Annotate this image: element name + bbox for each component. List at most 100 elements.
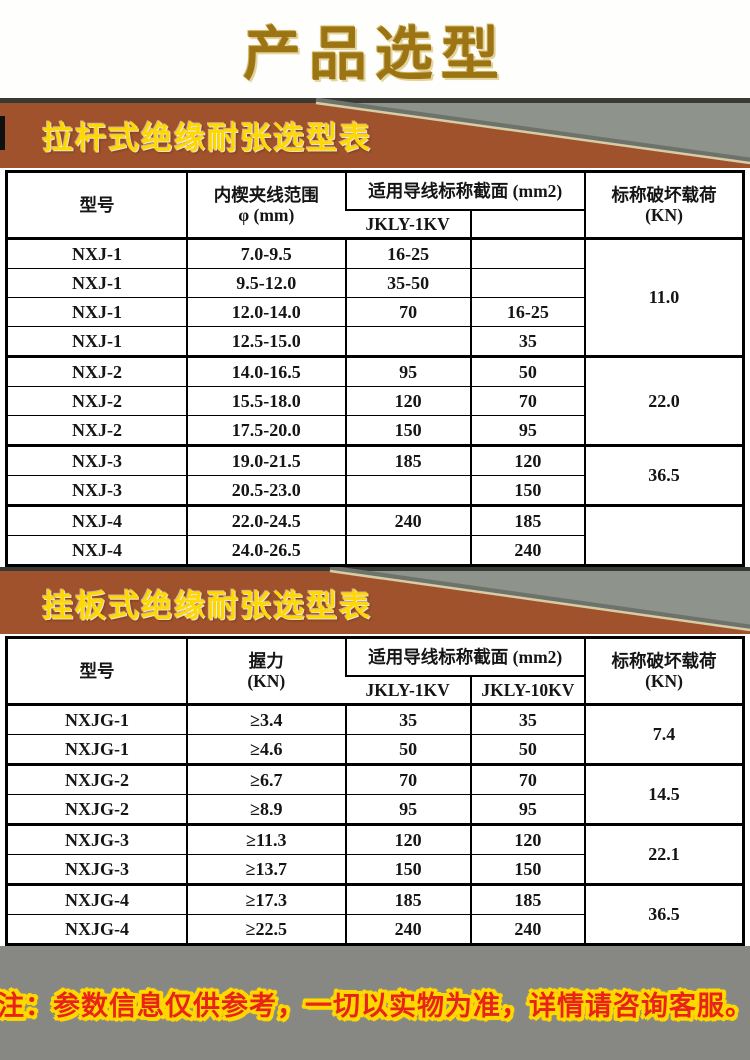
table-cell: NXJ-3 — [6, 475, 188, 506]
load-cell: 36.5 — [584, 444, 744, 506]
table-cell: 240 — [469, 914, 586, 945]
load-cell: 22.0 — [584, 355, 744, 446]
table-row: NXJ-2 17.5-20.0 150 95 — [6, 415, 744, 446]
table-cell: ≥8.9 — [186, 794, 346, 825]
section-banner-hanging-plate: 挂板式绝缘耐张选型表 — [0, 567, 750, 634]
table-cell: 185 — [344, 883, 471, 915]
table-cell: 240 — [344, 504, 471, 536]
table-cell: NXJ-1 — [6, 268, 188, 298]
column-header-conductor-section: 适用导线标称截面 (mm2) — [344, 637, 586, 676]
table-row: NXJ-2 14.0-16.5 95 50 22.0 — [6, 355, 744, 446]
page-title: 产品选型 — [242, 22, 507, 87]
table-cell: 185 — [344, 444, 471, 476]
column-subheader-jkly-1kv: JKLY-1KV — [345, 209, 471, 239]
section-title-hanging-plate: 挂板式绝缘耐张选型表 — [42, 587, 372, 623]
table-cell: NXJG-3 — [6, 854, 188, 885]
table-header: 型号 握力 (KN) 适用导线标称截面 (mm2) 标称破坏载荷 (KN) JK… — [7, 637, 744, 705]
table-cell: 185 — [469, 504, 586, 536]
table-cell: 14.0-16.5 — [186, 355, 346, 387]
table-cell: 150 — [469, 475, 586, 506]
table-cell: 95 — [344, 355, 471, 387]
table-cell: 7.0-9.5 — [186, 237, 346, 269]
table-cell: NXJ-1 — [6, 237, 188, 269]
table-cell: 15.5-18.0 — [186, 386, 346, 416]
column-header-conductor-section: 适用导线标称截面 (mm2) — [344, 171, 586, 210]
footer-note-bar: 注：参数信息仅供参考，一切以实物为准，详情请咨询客服。 — [0, 946, 750, 1060]
table-cell: 22.0-24.5 — [186, 504, 346, 536]
table-cell: 16-25 — [344, 237, 471, 269]
table-row: NXJG-3 ≥11.3 120 120 22.1 — [6, 823, 744, 885]
table-row: NXJ-1 12.0-14.0 70 16-25 — [6, 297, 744, 327]
table-cell: NXJG-1 — [6, 734, 188, 765]
table-cell: 70 — [344, 763, 471, 795]
table-cell: ≥4.6 — [186, 734, 346, 765]
table-cell: 17.5-20.0 — [186, 415, 346, 446]
table-cell: 150 — [469, 854, 586, 885]
table-cell: 95 — [469, 794, 586, 825]
table-cell: NXJ-4 — [6, 535, 188, 566]
table-cell: 16-25 — [469, 297, 586, 327]
table-cell — [344, 326, 471, 357]
table-cell: ≥6.7 — [186, 763, 346, 795]
table-cell: 35-50 — [344, 268, 471, 298]
load-cell: 36.5 — [584, 883, 744, 945]
table-cell: NXJ-1 — [6, 326, 188, 357]
table-row: NXJ-3 20.5-23.0 150 — [6, 475, 744, 506]
table-cell: NXJG-4 — [6, 914, 188, 945]
table-cell: 50 — [344, 734, 471, 765]
column-subheader-empty — [469, 209, 586, 239]
table-cell: NXJG-2 — [6, 763, 188, 795]
hanging-plate-table-body: NXJG-1 ≥3.4 35 35 7.4 NXJG-1 ≥4.6 50 50 NXJG-2 ≥6.… — [6, 703, 744, 945]
table-row: NXJ-1 12.5-15.0 35 — [6, 326, 744, 357]
table-row: NXJ-1 7.0-9.5 16-25 11.0 — [6, 237, 744, 357]
table-cell: NXJG-1 — [6, 703, 188, 735]
pull-rod-selection-table: 型号 内楔夹线范围 φ (mm) 适用导线标称截面 (mm2) 标称破坏载荷 (… — [5, 170, 745, 567]
load-cell: 7.4 — [584, 703, 744, 765]
table-cell: 240 — [469, 535, 586, 566]
table-cell: 50 — [469, 734, 586, 765]
table-cell: ≥17.3 — [186, 883, 346, 915]
column-subheader-jkly-1kv: JKLY-1KV — [345, 675, 471, 705]
table-header: 型号 内楔夹线范围 φ (mm) 适用导线标称截面 (mm2) 标称破坏载荷 (… — [7, 171, 744, 239]
table-cell: 120 — [469, 823, 586, 855]
table-cell: ≥3.4 — [186, 703, 346, 735]
table-cell: NXJG-4 — [6, 883, 188, 915]
table-row: NXJG-1 ≥4.6 50 50 — [6, 734, 744, 765]
table-cell: NXJG-3 — [6, 823, 188, 855]
table-cell: 35 — [469, 326, 586, 357]
table-cell: 120 — [344, 386, 471, 416]
table-cell — [344, 475, 471, 506]
table-cell: 35 — [344, 703, 471, 735]
table-cell: 20.5-23.0 — [186, 475, 346, 506]
table-cell: NXJG-2 — [6, 794, 188, 825]
title-area: 产品选型 — [0, 0, 750, 98]
table-cell: 150 — [344, 854, 471, 885]
table-row: NXJ-1 9.5-12.0 35-50 — [6, 268, 744, 298]
table-cell — [469, 268, 586, 298]
table-row: NXJ-4 22.0-24.5 240 185 — [6, 504, 744, 566]
table-cell: NXJ-2 — [6, 386, 188, 416]
load-cell: 22.1 — [584, 823, 744, 885]
table-cell: 50 — [469, 355, 586, 387]
table-cell: 120 — [469, 444, 586, 476]
table-cell: 150 — [344, 415, 471, 446]
table-row: NXJG-2 ≥6.7 70 70 14.5 — [6, 763, 744, 825]
pull-rod-table-body: NXJ-1 7.0-9.5 16-25 11.0 NXJ-1 9.5-12.0 35-50 N… — [6, 237, 744, 566]
table-cell: NXJ-2 — [6, 415, 188, 446]
column-header-breaking-load: 标称破坏载荷 (KN) — [584, 637, 744, 705]
table-cell: 95 — [469, 415, 586, 446]
table-row: NXJG-2 ≥8.9 95 95 — [6, 794, 744, 825]
load-cell: 14.5 — [584, 763, 744, 825]
table-cell: 70 — [469, 763, 586, 795]
table-row: NXJG-4 ≥22.5 240 240 — [6, 914, 744, 945]
table-cell: 120 — [344, 823, 471, 855]
hanging-plate-table-section: 型号 握力 (KN) 适用导线标称截面 (mm2) 标称破坏载荷 (KN) JK… — [0, 634, 750, 946]
table-cell: NXJ-2 — [6, 355, 188, 387]
disclaimer-note: 注：参数信息仅供参考，一切以实物为准，详情请咨询客服。 — [0, 990, 750, 1021]
load-cell: 11.0 — [584, 237, 744, 357]
pull-rod-table-section: 型号 内楔夹线范围 φ (mm) 适用导线标称截面 (mm2) 标称破坏载荷 (… — [0, 168, 750, 567]
table-row: NXJG-3 ≥13.7 150 150 — [6, 854, 744, 885]
hanging-plate-selection-table: 型号 握力 (KN) 适用导线标称截面 (mm2) 标称破坏载荷 (KN) JK… — [5, 636, 745, 946]
table-cell: 35 — [469, 703, 586, 735]
table-row: NXJ-4 24.0-26.5 240 — [6, 535, 744, 566]
